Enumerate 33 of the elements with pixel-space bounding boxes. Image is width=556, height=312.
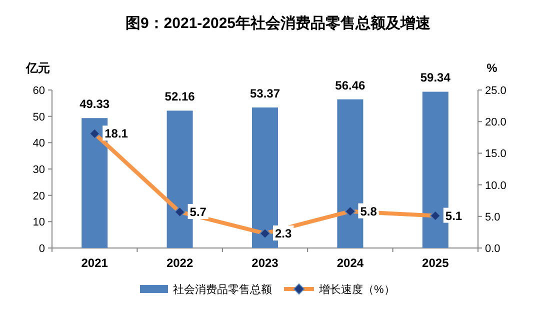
y-tick-label: 40 [32, 138, 45, 150]
data-label: 52.16 [164, 90, 196, 104]
legend-label: 增长速度（%） [318, 283, 395, 296]
data-label: 53.37 [250, 86, 280, 100]
y2-tick-label: 15.0 [485, 148, 506, 160]
y2-tick-label: 25.0 [485, 85, 506, 97]
data-label: 5.7 [190, 204, 207, 219]
x-tick-label: 2023 [252, 256, 279, 270]
y-tick-label: 20 [32, 190, 45, 202]
y2-axis-title: % [486, 61, 498, 75]
y2-tick-label: 5.0 [485, 211, 500, 224]
y2-tick-label: 0.0 [485, 243, 500, 255]
y-axis-title: 亿元 [25, 61, 50, 75]
legend-label: 社会消费品零售总额 [173, 283, 272, 296]
y2-tick-label: 10.0 [485, 180, 506, 192]
y-tick-label: 10 [32, 216, 45, 229]
y-tick-label: 60 [32, 85, 45, 97]
y-tick-label: 30 [32, 164, 45, 176]
x-tick-label: 2022 [166, 256, 194, 270]
data-label: 2.3 [275, 226, 292, 240]
data-label: 18.1 [104, 126, 128, 141]
x-tick-label: 2024 [336, 256, 364, 270]
y2-tick-label: 20.0 [485, 116, 506, 129]
y-tick-label: 0 [38, 243, 45, 255]
data-label: 56.46 [335, 78, 366, 92]
data-label: 5.8 [360, 204, 378, 218]
data-label: 5.1 [445, 208, 462, 223]
data-label: 59.34 [420, 70, 451, 85]
x-tick-label: 2021 [81, 256, 108, 270]
chart-title: 图9：2021-2025年社会消费品零售总额及增速 [125, 14, 432, 32]
y-tick-label: 50 [32, 111, 45, 124]
x-tick-label: 2025 [422, 256, 450, 270]
data-label: 49.33 [80, 97, 110, 112]
